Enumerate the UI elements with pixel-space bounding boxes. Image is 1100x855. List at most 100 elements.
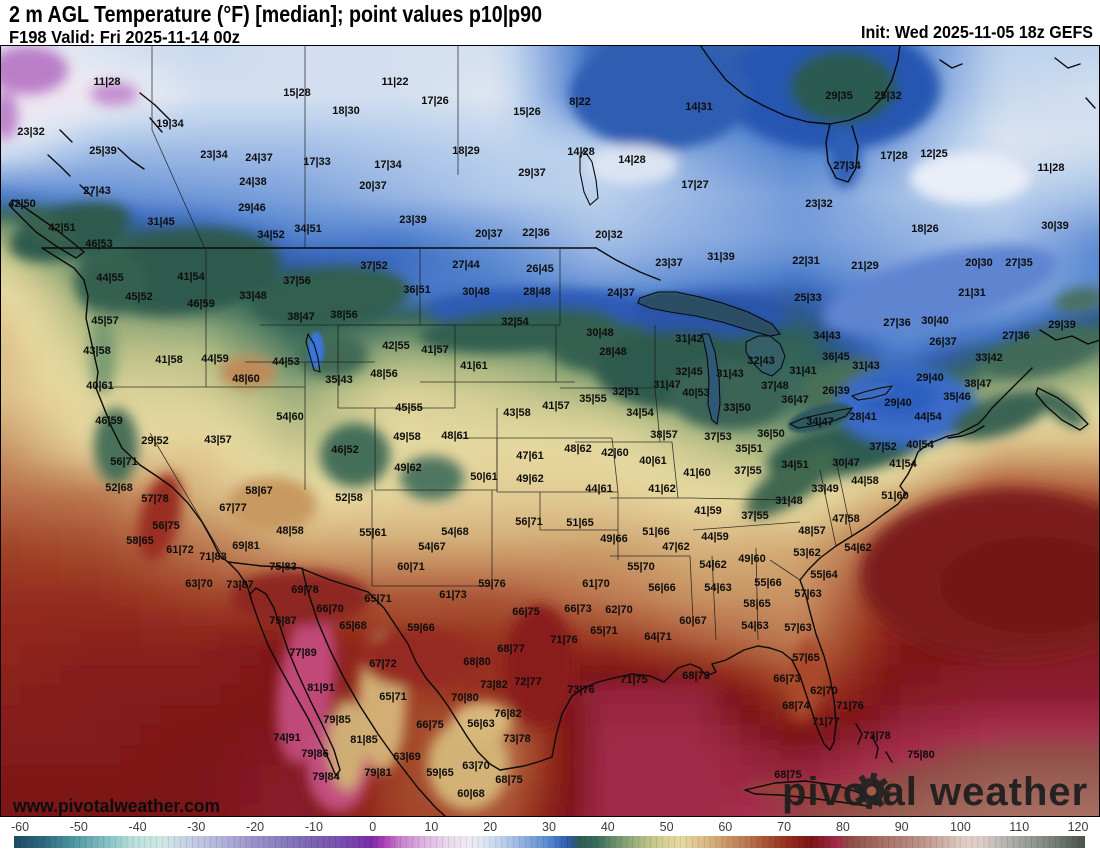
- svg-text:44|59: 44|59: [201, 353, 229, 365]
- svg-text:59|65: 59|65: [426, 767, 454, 779]
- svg-text:65|71: 65|71: [379, 691, 407, 703]
- svg-text:-20: -20: [246, 820, 264, 834]
- svg-text:61|72: 61|72: [166, 544, 194, 556]
- svg-text:59|66: 59|66: [407, 622, 435, 634]
- svg-text:30|39: 30|39: [1041, 220, 1069, 232]
- svg-text:51|65: 51|65: [566, 517, 594, 529]
- svg-text:79|84: 79|84: [312, 771, 340, 783]
- svg-text:42|60: 42|60: [601, 447, 629, 459]
- svg-text:41|60: 41|60: [683, 467, 711, 479]
- svg-text:47|58: 47|58: [832, 513, 860, 525]
- svg-text:71|76: 71|76: [550, 634, 578, 646]
- svg-text:79|85: 79|85: [323, 714, 351, 726]
- svg-text:25|39: 25|39: [89, 145, 117, 157]
- svg-text:37|55: 37|55: [741, 510, 769, 522]
- svg-text:54|62: 54|62: [844, 542, 872, 554]
- svg-text:43|58: 43|58: [83, 345, 111, 357]
- svg-text:49|60: 49|60: [738, 553, 766, 565]
- svg-text:61|70: 61|70: [582, 578, 610, 590]
- svg-text:74|91: 74|91: [273, 732, 301, 744]
- svg-text:28|48: 28|48: [599, 346, 627, 358]
- svg-text:19|34: 19|34: [156, 118, 184, 130]
- svg-text:-50: -50: [70, 820, 88, 834]
- svg-text:26|37: 26|37: [929, 336, 957, 348]
- svg-text:17|26: 17|26: [421, 95, 449, 107]
- svg-text:33|42: 33|42: [975, 352, 1003, 364]
- svg-text:56|63: 56|63: [467, 718, 495, 730]
- svg-text:71|83: 71|83: [199, 551, 227, 563]
- svg-text:29|40: 29|40: [884, 397, 912, 409]
- svg-text:70: 70: [777, 820, 791, 834]
- svg-text:37|55: 37|55: [734, 465, 762, 477]
- svg-text:56|66: 56|66: [648, 582, 676, 594]
- svg-text:36|51: 36|51: [403, 284, 431, 296]
- svg-text:31|47: 31|47: [653, 379, 681, 391]
- svg-text:31|48: 31|48: [775, 495, 803, 507]
- svg-text:46|59: 46|59: [187, 298, 215, 310]
- svg-text:-10: -10: [305, 820, 323, 834]
- svg-text:54|63: 54|63: [741, 620, 769, 632]
- svg-text:11|28: 11|28: [94, 76, 121, 88]
- svg-text:71|76: 71|76: [836, 700, 864, 712]
- svg-text:17|33: 17|33: [303, 156, 331, 168]
- svg-text:24|38: 24|38: [239, 176, 267, 188]
- svg-text:57|65: 57|65: [792, 652, 820, 664]
- svg-text:48|58: 48|58: [276, 525, 304, 537]
- svg-text:100: 100: [950, 820, 971, 834]
- svg-text:23|37: 23|37: [655, 257, 683, 269]
- svg-text:55|66: 55|66: [754, 577, 782, 589]
- svg-text:0: 0: [369, 820, 376, 834]
- svg-text:79|86: 79|86: [301, 748, 329, 760]
- svg-text:49|66: 49|66: [600, 533, 628, 545]
- svg-text:37|52: 37|52: [360, 260, 388, 272]
- svg-text:44|61: 44|61: [585, 483, 613, 495]
- svg-text:120: 120: [1068, 820, 1089, 834]
- svg-text:27|36: 27|36: [1002, 330, 1030, 342]
- svg-text:58|65: 58|65: [126, 535, 154, 547]
- svg-text:32|43: 32|43: [747, 355, 775, 367]
- svg-text:54|68: 54|68: [441, 526, 469, 538]
- svg-text:49|62: 49|62: [516, 473, 544, 485]
- svg-text:20|32: 20|32: [595, 229, 623, 241]
- svg-text:68|75: 68|75: [495, 774, 523, 786]
- svg-text:36|45: 36|45: [822, 351, 850, 363]
- svg-text:49|58: 49|58: [393, 431, 421, 443]
- svg-text:42|50: 42|50: [8, 198, 36, 210]
- svg-text:66|73: 66|73: [773, 673, 801, 685]
- svg-text:31|39: 31|39: [707, 251, 735, 263]
- svg-text:40|61: 40|61: [639, 455, 667, 467]
- svg-text:18|26: 18|26: [911, 223, 939, 235]
- svg-text:52|68: 52|68: [105, 482, 133, 494]
- svg-text:-40: -40: [129, 820, 147, 834]
- svg-text:45|52: 45|52: [125, 291, 153, 303]
- svg-text:66|70: 66|70: [316, 603, 344, 615]
- svg-text:30|47: 30|47: [832, 457, 860, 469]
- svg-text:18|29: 18|29: [452, 145, 480, 157]
- svg-text:35|43: 35|43: [325, 374, 353, 386]
- svg-text:www.pivotalweather.com: www.pivotalweather.com: [12, 795, 220, 816]
- svg-text:20: 20: [483, 820, 497, 834]
- svg-text:65|71: 65|71: [364, 593, 392, 605]
- svg-text:68|73: 68|73: [682, 670, 710, 682]
- svg-text:30|48: 30|48: [586, 327, 614, 339]
- svg-text:40|53: 40|53: [682, 387, 710, 399]
- svg-text:43|58: 43|58: [503, 407, 531, 419]
- svg-text:Init: Wed 2025-11-05 18z GEFS: Init: Wed 2025-11-05 18z GEFS: [861, 22, 1093, 42]
- svg-text:58|67: 58|67: [245, 485, 273, 497]
- svg-text:56|71: 56|71: [515, 516, 543, 528]
- svg-text:35|51: 35|51: [735, 443, 763, 455]
- svg-text:F198 Valid: Fri 2025-11-14 00z: F198 Valid: Fri 2025-11-14 00z: [9, 27, 240, 47]
- svg-text:37|52: 37|52: [869, 441, 897, 453]
- svg-text:48|56: 48|56: [370, 368, 398, 380]
- svg-text:17|34: 17|34: [374, 159, 402, 171]
- svg-text:64|71: 64|71: [644, 631, 672, 643]
- svg-text:58|65: 58|65: [743, 598, 771, 610]
- svg-text:38|47: 38|47: [964, 378, 992, 390]
- svg-text:54|60: 54|60: [276, 411, 304, 423]
- svg-text:29|46: 29|46: [238, 202, 266, 214]
- svg-text:75|80: 75|80: [907, 749, 935, 761]
- svg-text:pivotal weather: pivotal weather: [782, 770, 1088, 814]
- svg-text:68|74: 68|74: [782, 700, 810, 712]
- svg-text:21|29: 21|29: [851, 260, 879, 272]
- svg-text:27|34: 27|34: [833, 160, 861, 172]
